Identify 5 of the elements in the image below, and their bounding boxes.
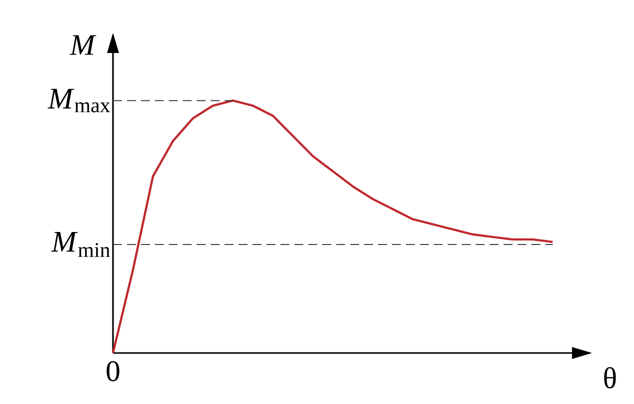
y-axis-title: M: [70, 35, 96, 55]
x-axis-title: θ: [604, 367, 616, 388]
text: 0: [106, 361, 120, 382]
ref-line-label: M$_{min}$: [51, 232, 110, 257]
ref-line-label: M$_{max}$: [48, 88, 110, 112]
